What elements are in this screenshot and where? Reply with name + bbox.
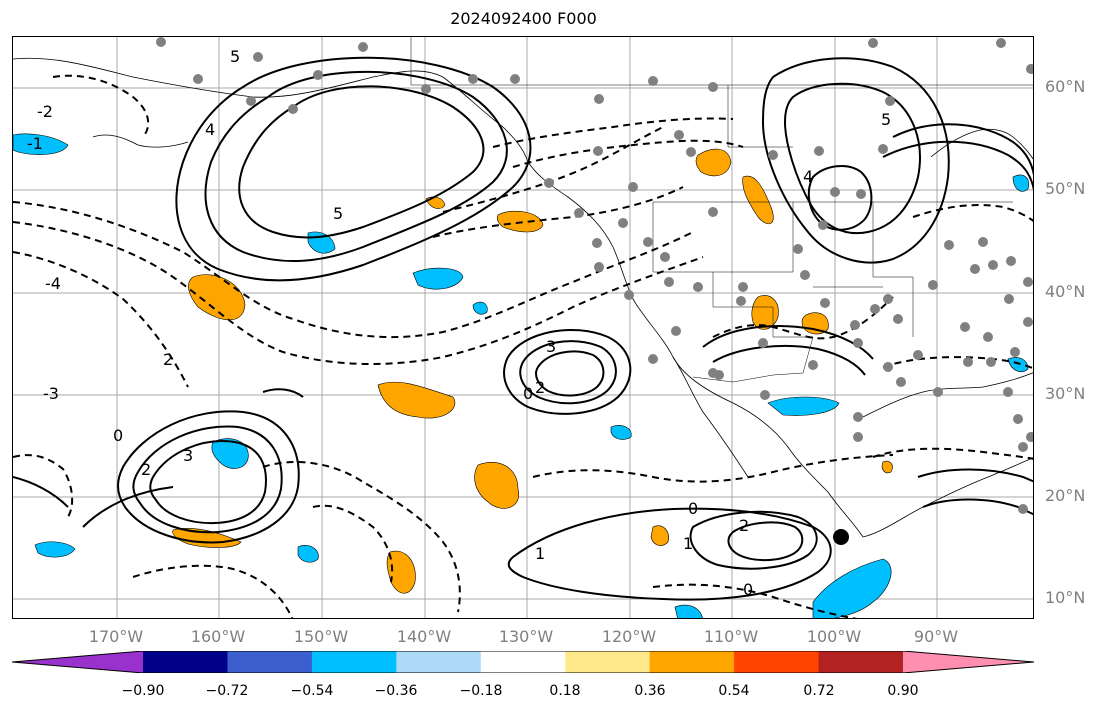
map-canvas: -4 -3 -2 -1 0 0 0 0 1 1 2 2 2 2 3 3 4 4 …: [13, 37, 1033, 618]
lat-label: 60°N: [1045, 77, 1086, 96]
positive-anomaly-fills: [172, 148, 893, 594]
colorbar-tick-label: 0.36: [634, 683, 666, 699]
graticule: [13, 37, 1033, 618]
contour-label: 0: [113, 426, 123, 445]
contour-label: -4: [45, 274, 61, 293]
lat-label: 30°N: [1045, 384, 1086, 403]
colorbar-tick-label: −0.36: [374, 683, 418, 699]
lat-label: 50°N: [1045, 179, 1086, 198]
colorbar: [12, 651, 1034, 673]
station-markers: [156, 37, 1033, 514]
colorbar-tick-label: −0.90: [121, 683, 165, 699]
colorbar-segment: [311, 651, 397, 673]
colorbar-segment: [227, 651, 313, 673]
lon-label: 170°W: [88, 627, 144, 646]
contour-labels: -4 -3 -2 -1 0 0 0 0 1 1 2 2 2 2 3 3 4 4 …: [27, 47, 891, 599]
lon-label: 90°W: [913, 627, 959, 646]
colorbar-segment: [565, 651, 651, 673]
colorbar-segment: [649, 651, 735, 673]
coastlines: [13, 57, 1033, 538]
colorbar-segment: [143, 651, 228, 673]
lat-label: 20°N: [1045, 486, 1086, 505]
contour-label: 3: [183, 446, 193, 465]
contour-label: -2: [37, 102, 53, 121]
colorbar-tick-label: 0.90: [887, 683, 919, 699]
colorbar-segment: [396, 651, 482, 673]
lat-label: 40°N: [1045, 282, 1086, 301]
contour-label: 5: [881, 110, 891, 129]
lon-label: 120°W: [601, 627, 657, 646]
lon-label: 110°W: [703, 627, 759, 646]
contour-label: 5: [333, 204, 343, 223]
contour-label: 1: [535, 544, 545, 563]
negative-contours: [13, 74, 1033, 618]
negative-anomaly-fills: [13, 133, 1029, 618]
contour-label: 0: [523, 384, 533, 403]
lon-label: 160°W: [190, 627, 246, 646]
lon-label: 100°W: [806, 627, 862, 646]
contour-label: 0: [688, 499, 698, 518]
colorbar-tick-label: 0.72: [803, 683, 835, 699]
contour-label: 2: [739, 516, 749, 535]
map-panel: -4 -3 -2 -1 0 0 0 0 1 1 2 2 2 2 3 3 4 4 …: [12, 36, 1034, 619]
colorbar-tick-label: −0.18: [459, 683, 503, 699]
colorbar-low-extension: [12, 651, 143, 673]
colorbar-tick-label: 0.54: [718, 683, 750, 699]
political-borders: [410, 37, 1033, 383]
lon-label: 130°W: [498, 627, 554, 646]
lon-label: 140°W: [396, 627, 452, 646]
colorbar-segment: [480, 651, 566, 673]
colorbar-segments: [143, 651, 904, 673]
lon-label: 150°W: [293, 627, 349, 646]
lat-label: 10°N: [1045, 588, 1086, 607]
contour-label: 4: [803, 167, 813, 186]
contour-label: 4: [205, 120, 215, 139]
positive-contours: [13, 56, 1033, 601]
colorbar-tick-label: −0.54: [290, 683, 334, 699]
contour-label: 0: [743, 580, 753, 599]
location-marker: [833, 529, 849, 545]
colorbar-tick-label: −0.72: [205, 683, 249, 699]
contour-label: 1: [683, 534, 693, 553]
map-title: 2024092400 F000: [450, 9, 597, 28]
contour-label: 5: [230, 47, 240, 66]
colorbar-segment: [734, 651, 820, 673]
contour-label: 2: [163, 350, 173, 369]
contour-label: 2: [141, 460, 151, 479]
contour-label: 3: [546, 337, 556, 356]
colorbar-tick-label: 0.18: [549, 683, 581, 699]
contour-label: 2: [535, 378, 545, 397]
colorbar-high-extension: [903, 651, 1034, 673]
colorbar-segment: [818, 651, 904, 673]
contour-label: -3: [43, 384, 59, 403]
contour-label: -1: [27, 134, 43, 153]
